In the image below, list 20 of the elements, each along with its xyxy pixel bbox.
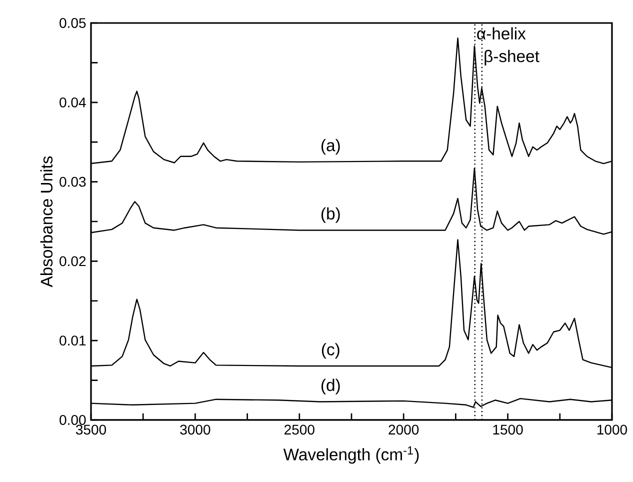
y-tick-label: 0.02 [60,256,86,266]
series-label: (c) [322,343,340,359]
y-tick-label: 0.04 [60,97,86,108]
y-tick-label: 0.03 [60,176,86,187]
x-tick-label: 3500 [76,424,106,435]
x-tick-label: 2000 [388,424,419,435]
x-axis-title: Wavelength (cm$^{-1}$) [283,446,419,464]
ref-line-label: α-helix [477,27,526,40]
series-label: (a) [321,139,340,155]
x-tick-label: 2500 [284,424,314,435]
series-label: (b) [321,207,340,223]
series-label: (d) [321,378,340,394]
ref-line-label: β-sheet [484,50,540,66]
y-tick-label: 0.01 [60,336,86,346]
y-axis-title: Absorbance Units [40,156,53,288]
x-tick-label: 1500 [493,424,523,435]
x-tick-label: 1000 [597,424,627,435]
y-tick-label: 0.00 [60,415,86,425]
y-tick-label: 0.05 [60,18,86,28]
x-tick-label: 3000 [180,424,210,435]
